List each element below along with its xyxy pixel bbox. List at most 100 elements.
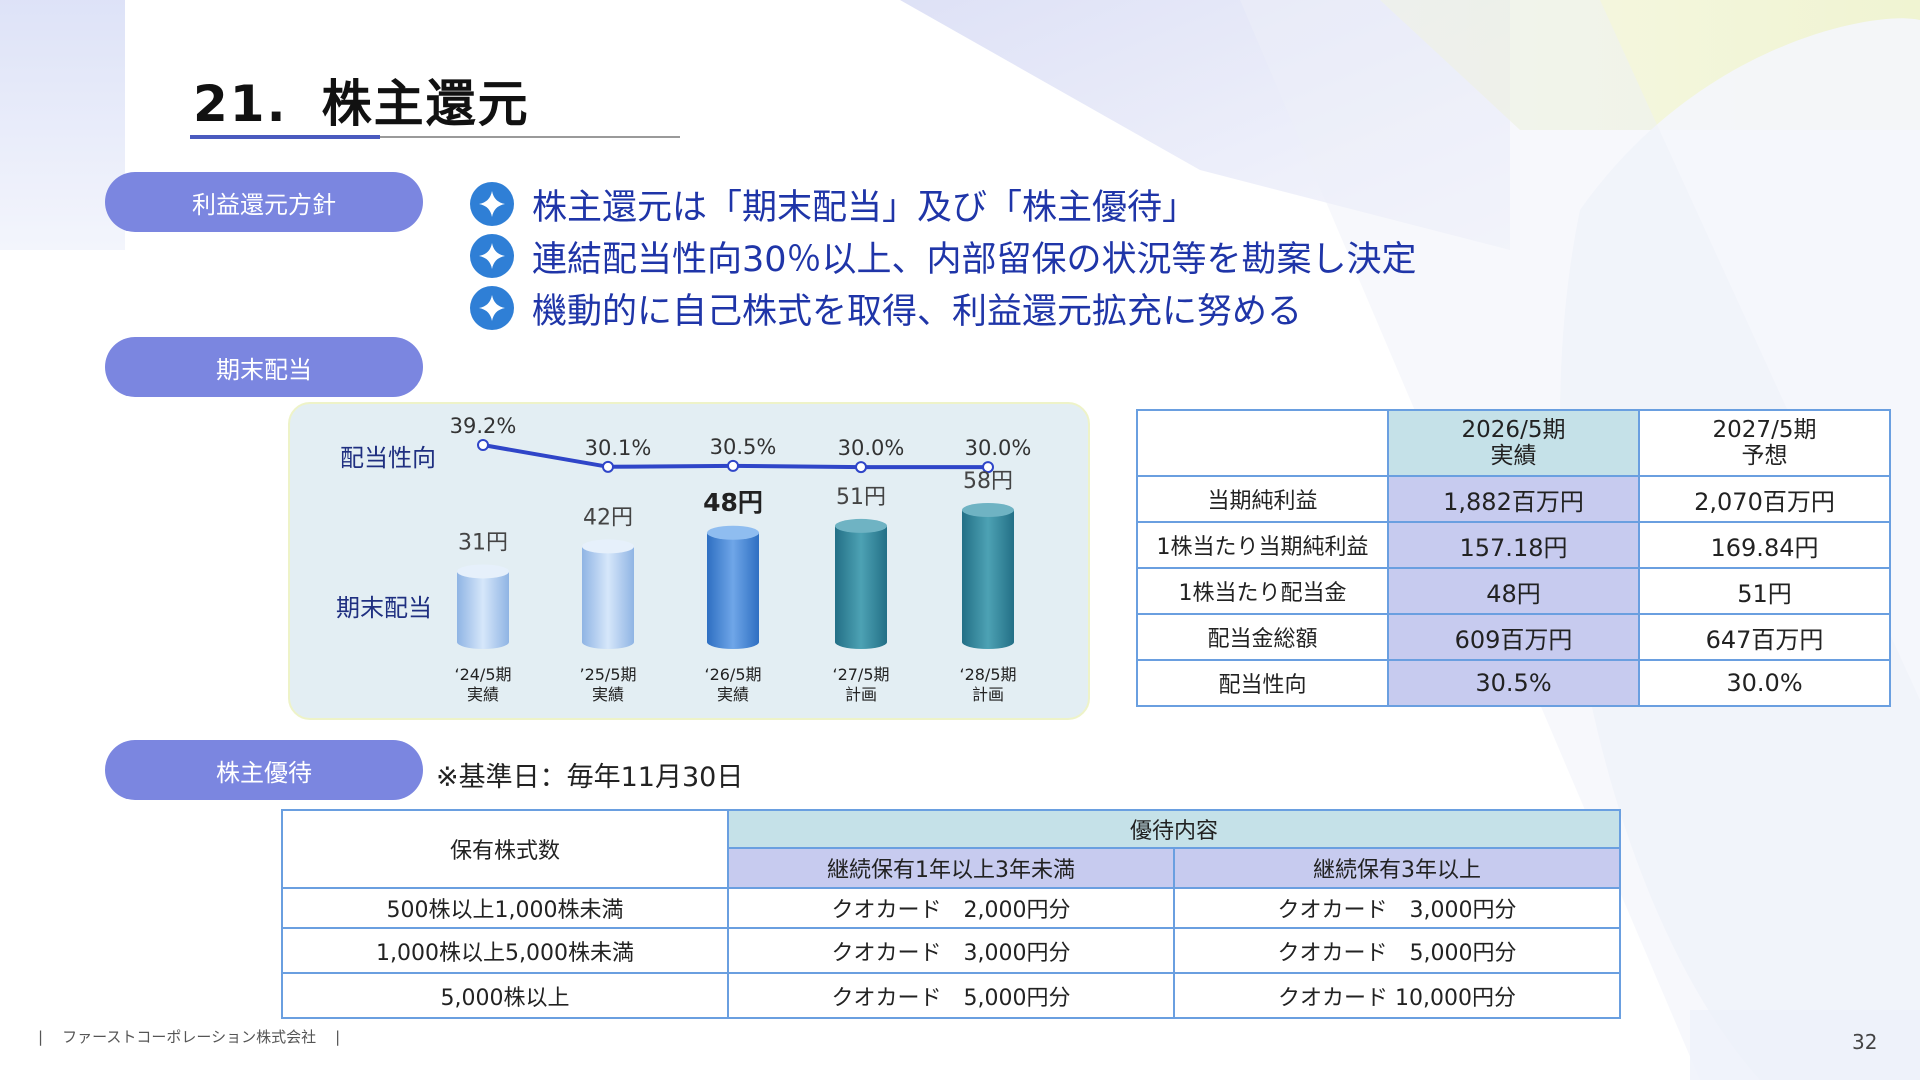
- cell-2027: 30.0%: [1638, 659, 1891, 707]
- table-row: 配当金総額 609百万円 647百万円: [1136, 613, 1891, 661]
- cell-2026: 1,882百万円: [1387, 475, 1640, 523]
- title-underline: [380, 136, 680, 138]
- column-header-2027: 2027/5期 予想: [1638, 409, 1891, 477]
- benefit-1to3y: クオカード 5,000円分: [727, 972, 1175, 1019]
- payout-ratio-label-value: 30.5%: [710, 435, 777, 459]
- benefit-3y-plus: クオカード 5,000円分: [1173, 927, 1621, 974]
- table-row: 5,000株以上 クオカード 5,000円分 クオカード 10,000円分: [281, 972, 1621, 1019]
- table-row: 1株当たり配当金 48円 51円: [1136, 567, 1891, 615]
- x-axis-period-label: ’25/5期: [579, 665, 636, 684]
- title-text: 株主還元: [321, 75, 530, 133]
- x-axis-status-label: 実績: [592, 685, 624, 704]
- x-axis-status-label: 実績: [467, 685, 499, 704]
- shares-range: 500株以上1,000株未満: [281, 887, 729, 929]
- title-number: 21.: [193, 75, 288, 133]
- payout-ratio-point: [982, 461, 994, 474]
- section-label-dividend: 期末配当: [105, 337, 423, 397]
- dividend-value-label: 42円: [583, 505, 633, 530]
- cell-2026: 157.18円: [1387, 521, 1640, 569]
- cell-2027: 2,070百万円: [1638, 475, 1891, 523]
- row-label: 1株当たり配当金: [1136, 567, 1389, 615]
- payout-ratio-label: 配当性向: [340, 444, 436, 472]
- section-label-policy: 利益還元方針: [105, 172, 423, 232]
- table-row: 当期純利益 1,882百万円 2,070百万円: [1136, 475, 1891, 523]
- financial-table-header: 2026/5期 実績 2027/5期 予想: [1136, 409, 1891, 477]
- dividend-bar: [457, 571, 509, 649]
- x-axis-status-label: 計画: [972, 685, 1004, 704]
- policy-bullet-text: 連結配当性向30％以上、内部留保の状況等を勘案し決定: [532, 239, 1417, 280]
- payout-ratio-label-value: 39.2%: [450, 414, 517, 438]
- dividend-chart-panel: [288, 402, 1090, 720]
- policy-bullet: 機動的に自己株式を取得、利益還元拡充に努める: [470, 282, 1417, 334]
- dividend-bar-top: [582, 539, 634, 554]
- subheader-3y-plus: 継続保有3年以上: [1173, 847, 1621, 889]
- dividend-value-label: 58円: [963, 469, 1013, 494]
- sparkle-icon: [470, 182, 514, 226]
- cell-2027: 169.84円: [1638, 521, 1891, 569]
- dividend-label: 期末配当: [336, 594, 432, 622]
- financial-table: 2026/5期 実績 2027/5期 予想 当期純利益 1,882百万円 2,070…: [1136, 409, 1891, 707]
- x-axis-period-label: ‘28/5期: [959, 665, 1016, 684]
- policy-bullet: 連結配当性向30％以上、内部留保の状況等を勘案し決定: [470, 230, 1417, 282]
- shares-range: 5,000株以上: [281, 972, 729, 1019]
- dividend-value-label: 31円: [458, 530, 508, 555]
- row-label: 配当金総額: [1136, 613, 1389, 661]
- x-axis-period-label: ‘27/5期: [832, 665, 889, 684]
- dividend-value-label: 51円: [836, 485, 886, 510]
- shares-range: 1,000株以上5,000株未満: [281, 927, 729, 974]
- policy-bullet-list: 株主還元は「期末配当」及び「株主優待」 連結配当性向30％以上、内部留保の状況等…: [470, 178, 1417, 334]
- column-header-2026: 2026/5期 実績: [1387, 409, 1640, 477]
- record-date-note: ※基準日：毎年11月30日: [436, 762, 744, 793]
- subheader-1to3y: 継続保有1年以上3年未満: [727, 847, 1175, 889]
- x-axis-status-label: 計画: [845, 685, 877, 704]
- dividend-value-label: 48円: [703, 488, 763, 517]
- row-label: 当期純利益: [1136, 475, 1389, 523]
- x-axis-status-label: 実績: [717, 685, 749, 704]
- dividend-bar: [707, 532, 759, 649]
- dividend-bar: [962, 510, 1014, 649]
- sparkle-icon: [470, 234, 514, 278]
- payout-ratio-label-value: 30.1%: [585, 436, 652, 460]
- benefit-3y-plus: クオカード 10,000円分: [1173, 972, 1621, 1019]
- benefit-3y-plus: クオカード 3,000円分: [1173, 887, 1621, 929]
- payout-ratio-point: [727, 459, 739, 472]
- payout-ratio-point: [855, 461, 867, 474]
- table-row: 500株以上1,000株未満 クオカード 2,000円分 クオカード 3,000…: [281, 887, 1621, 929]
- benefit-table: 保有株式数 優待内容 継続保有1年以上3年未満 継続保有3年以上 500株以上1…: [281, 809, 1621, 1019]
- cell-2027: 647百万円: [1638, 613, 1891, 661]
- payout-ratio-label-value: 30.0%: [838, 436, 905, 460]
- payout-ratio-label-value: 30.0%: [965, 436, 1032, 460]
- dividend-bar-top: [457, 564, 509, 579]
- page-number: 32: [1852, 1030, 1878, 1054]
- benefit-1to3y: クオカード 2,000円分: [727, 887, 1175, 929]
- footer-company: ファーストコーポレーション株式会社: [62, 1028, 317, 1046]
- x-axis-period-label: ‘24/5期: [454, 665, 511, 684]
- cell-2026: 30.5%: [1387, 659, 1640, 707]
- payout-ratio-point: [477, 439, 489, 451]
- footer: | ファーストコーポレーション株式会社 |: [38, 1028, 341, 1046]
- policy-bullet-text: 株主還元は「期末配当」及び「株主優待」: [532, 187, 1198, 228]
- dividend-bar: [582, 546, 634, 649]
- dividend-bar: [835, 525, 887, 649]
- page-title: 21. 株主還元: [193, 64, 530, 136]
- policy-bullet-text: 機動的に自己株式を取得、利益還元拡充に努める: [532, 291, 1303, 332]
- title-underline-accent: [190, 135, 380, 139]
- dividend-bar-top: [835, 518, 887, 533]
- dividend-bar-top: [962, 503, 1014, 517]
- sparkle-icon: [470, 286, 514, 330]
- header-shares: 保有株式数: [281, 809, 729, 889]
- financial-table-corner: [1136, 409, 1389, 477]
- cell-2027: 51円: [1638, 567, 1891, 615]
- cell-2026: 48円: [1387, 567, 1640, 615]
- cell-2026: 609百万円: [1387, 613, 1640, 661]
- row-label: 配当性向: [1136, 659, 1389, 707]
- section-label-benefit: 株主優待: [105, 740, 423, 800]
- row-label: 1株当たり当期純利益: [1136, 521, 1389, 569]
- policy-bullet: 株主還元は「期末配当」及び「株主優待」: [470, 178, 1417, 230]
- table-row: 1,000株以上5,000株未満 クオカード 3,000円分 クオカード 5,0…: [281, 927, 1621, 974]
- dividend-bar-top: [707, 525, 759, 540]
- payout-ratio-point: [602, 460, 614, 473]
- x-axis-period-label: ‘26/5期: [704, 665, 761, 684]
- table-row: 配当性向 30.5% 30.0%: [1136, 659, 1891, 707]
